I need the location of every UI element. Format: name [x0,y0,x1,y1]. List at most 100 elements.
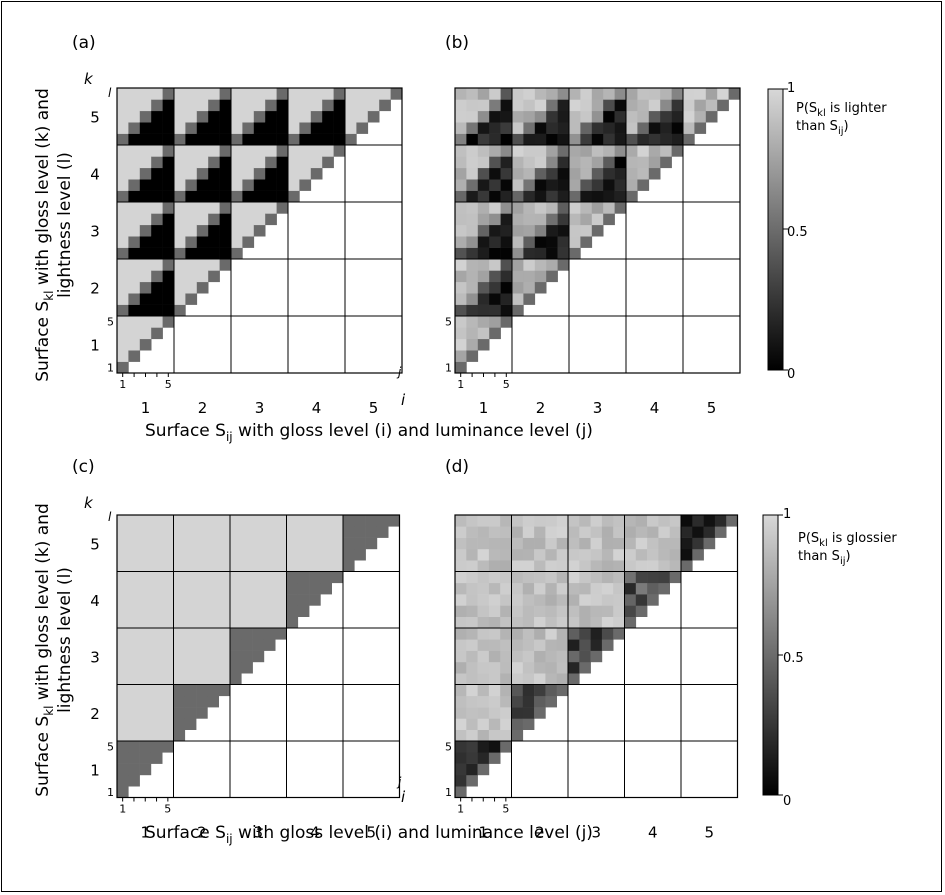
heatmap-cell [660,122,672,134]
heatmap-cell [580,110,593,123]
heatmap-cell [635,526,648,538]
heatmap-cell [265,179,277,191]
heatmap-cell [354,548,366,561]
heatmap-cell [320,515,332,527]
heatmap-cell [218,571,231,584]
heatmap-cell [242,88,255,100]
heatmap-cell [500,270,513,283]
heatmap-cell [613,526,625,538]
heatmap-cell [512,88,524,100]
heatmap-cell [128,327,141,340]
heatmap-cell [489,145,501,157]
heatmap-cell [173,695,186,708]
heatmap-cell [196,259,209,271]
heatmap-cell [455,763,467,776]
heatmap-cell [151,190,163,203]
heatmap-cell [455,156,467,169]
heatmap-cell [546,190,558,203]
heatmap-cell [522,582,535,595]
heatmap-cell [613,605,625,617]
x-inner-tick-label: 5 [503,378,510,391]
y-inner-tick-label: 1 [107,786,114,799]
heatmap-cell [557,259,570,271]
heatmap-cell [466,247,479,260]
heatmap-cell [139,741,152,753]
heatmap-cell [185,224,198,237]
heatmap-cell [466,259,479,271]
heatmap-cell [184,661,197,674]
heatmap-cell [196,560,208,572]
heatmap-cell [139,281,152,294]
heatmap-cell [252,639,265,651]
heatmap-cell [331,526,344,538]
heatmap-cell [139,259,152,271]
heatmap-cell [263,628,276,640]
heatmap-cell [545,639,557,651]
heatmap-cell [207,616,219,629]
heatmap-cell [150,548,163,561]
heatmap-cell [635,560,648,572]
heatmap-cell [489,167,501,180]
heatmap-cell [128,628,140,640]
heatmap-cell [207,695,219,708]
heatmap-cell [648,110,661,123]
heatmap-cell [173,537,186,550]
svg-text:Surface Skl with gloss level (: Surface Skl with gloss level (k) and [33,88,56,382]
heatmap-cell [500,110,513,123]
heatmap-cell [523,213,536,226]
heatmap-cell [196,605,208,617]
heatmap-cell [466,582,478,595]
heatmap-cell [241,548,253,561]
heatmap-cell [139,729,152,742]
heatmap-cell [230,661,242,674]
heatmap-cell [534,179,547,191]
heatmap-cell [276,156,289,169]
heatmap-cell [139,304,152,317]
heatmap-cell [207,548,219,561]
heatmap-cell [466,718,478,730]
colorbar-bottom [762,514,779,796]
heatmap-cell [150,729,163,742]
heatmap-cell [241,661,253,674]
heatmap-cell [128,179,141,191]
heatmap-cell [557,88,570,100]
heatmap-cell [252,571,265,584]
heatmap-cell [669,526,682,538]
y-inner-tick-label: 5 [445,741,452,754]
heatmap-cell [522,628,535,640]
heatmap-cell [726,515,738,527]
heatmap-cell [196,236,209,248]
heatmap-cell [511,594,524,606]
heatmap-cell [218,526,231,538]
heatmap-cell [128,190,141,203]
heatmap-cell [343,548,355,561]
heatmap-cell [455,133,467,146]
heatmap-cell [624,560,637,572]
heatmap-cell [184,650,197,663]
heatmap-cell [477,684,490,697]
heatmap-cell [241,594,253,606]
heatmap-cell [230,594,242,606]
heatmap-cell [703,515,716,527]
heatmap-cell [705,88,718,100]
heatmap-cell [174,202,186,214]
heatmap-cell [477,729,490,742]
heatmap-cell [265,145,277,157]
heatmap-cell [253,202,266,214]
heatmap-cell [466,327,479,340]
heatmap-cell [208,213,220,226]
heatmap-cell [681,548,693,561]
heatmap-cell [500,560,512,572]
heatmap-cell [128,167,141,180]
heatmap-cell [185,293,198,305]
heatmap-cell [455,99,467,112]
heatmap-cell [569,99,581,112]
heatmap-cell [322,156,334,169]
heatmap-cell [500,616,512,629]
x-outer-tick-label: 4 [650,399,660,417]
heatmap-cell [694,99,707,112]
heatmap-cell [500,628,512,640]
heatmap-cell [297,571,310,584]
heatmap-cell [117,179,129,191]
heatmap-cell [231,213,243,226]
